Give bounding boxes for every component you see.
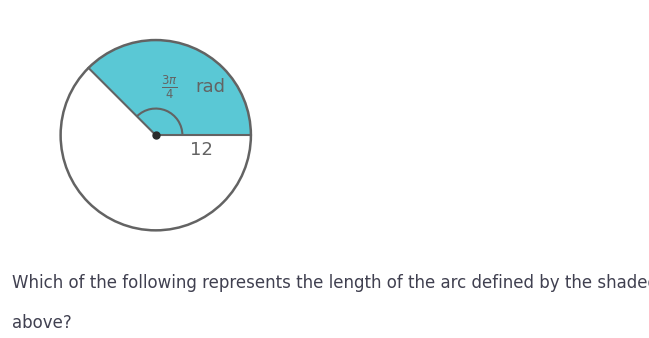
Text: rad: rad (195, 78, 225, 96)
Text: above?: above? (12, 314, 71, 332)
Text: 12: 12 (190, 141, 213, 160)
Text: $\frac{3\pi}{4}$: $\frac{3\pi}{4}$ (161, 74, 177, 101)
Text: Which of the following represents the length of the arc defined by the shaded ar: Which of the following represents the le… (12, 274, 649, 292)
Wedge shape (88, 40, 251, 135)
